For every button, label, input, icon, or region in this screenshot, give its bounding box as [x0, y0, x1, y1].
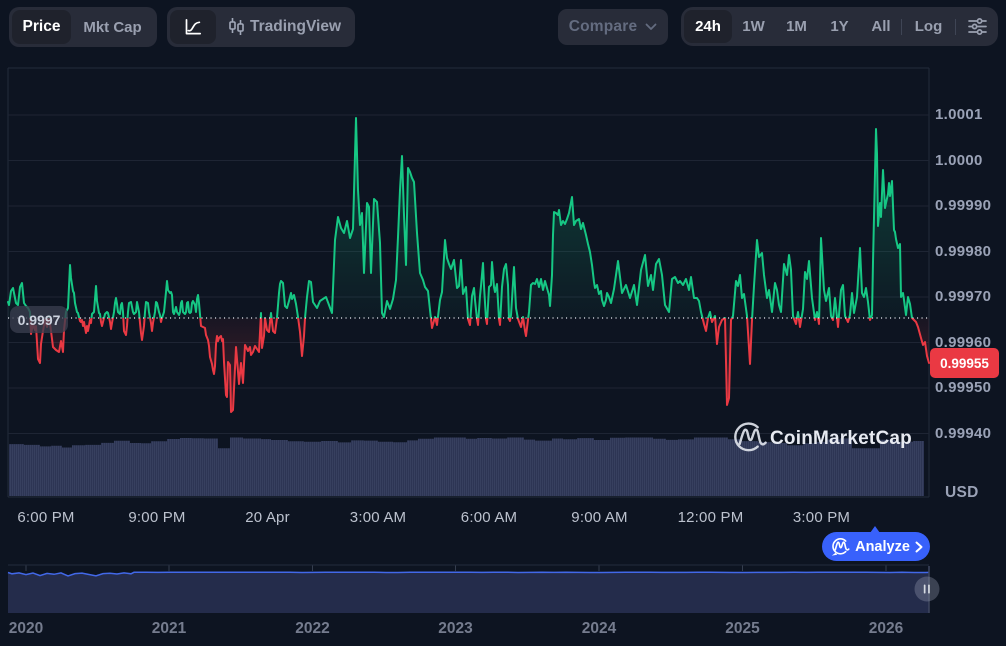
- svg-text:CoinMarketCap: CoinMarketCap: [770, 428, 912, 449]
